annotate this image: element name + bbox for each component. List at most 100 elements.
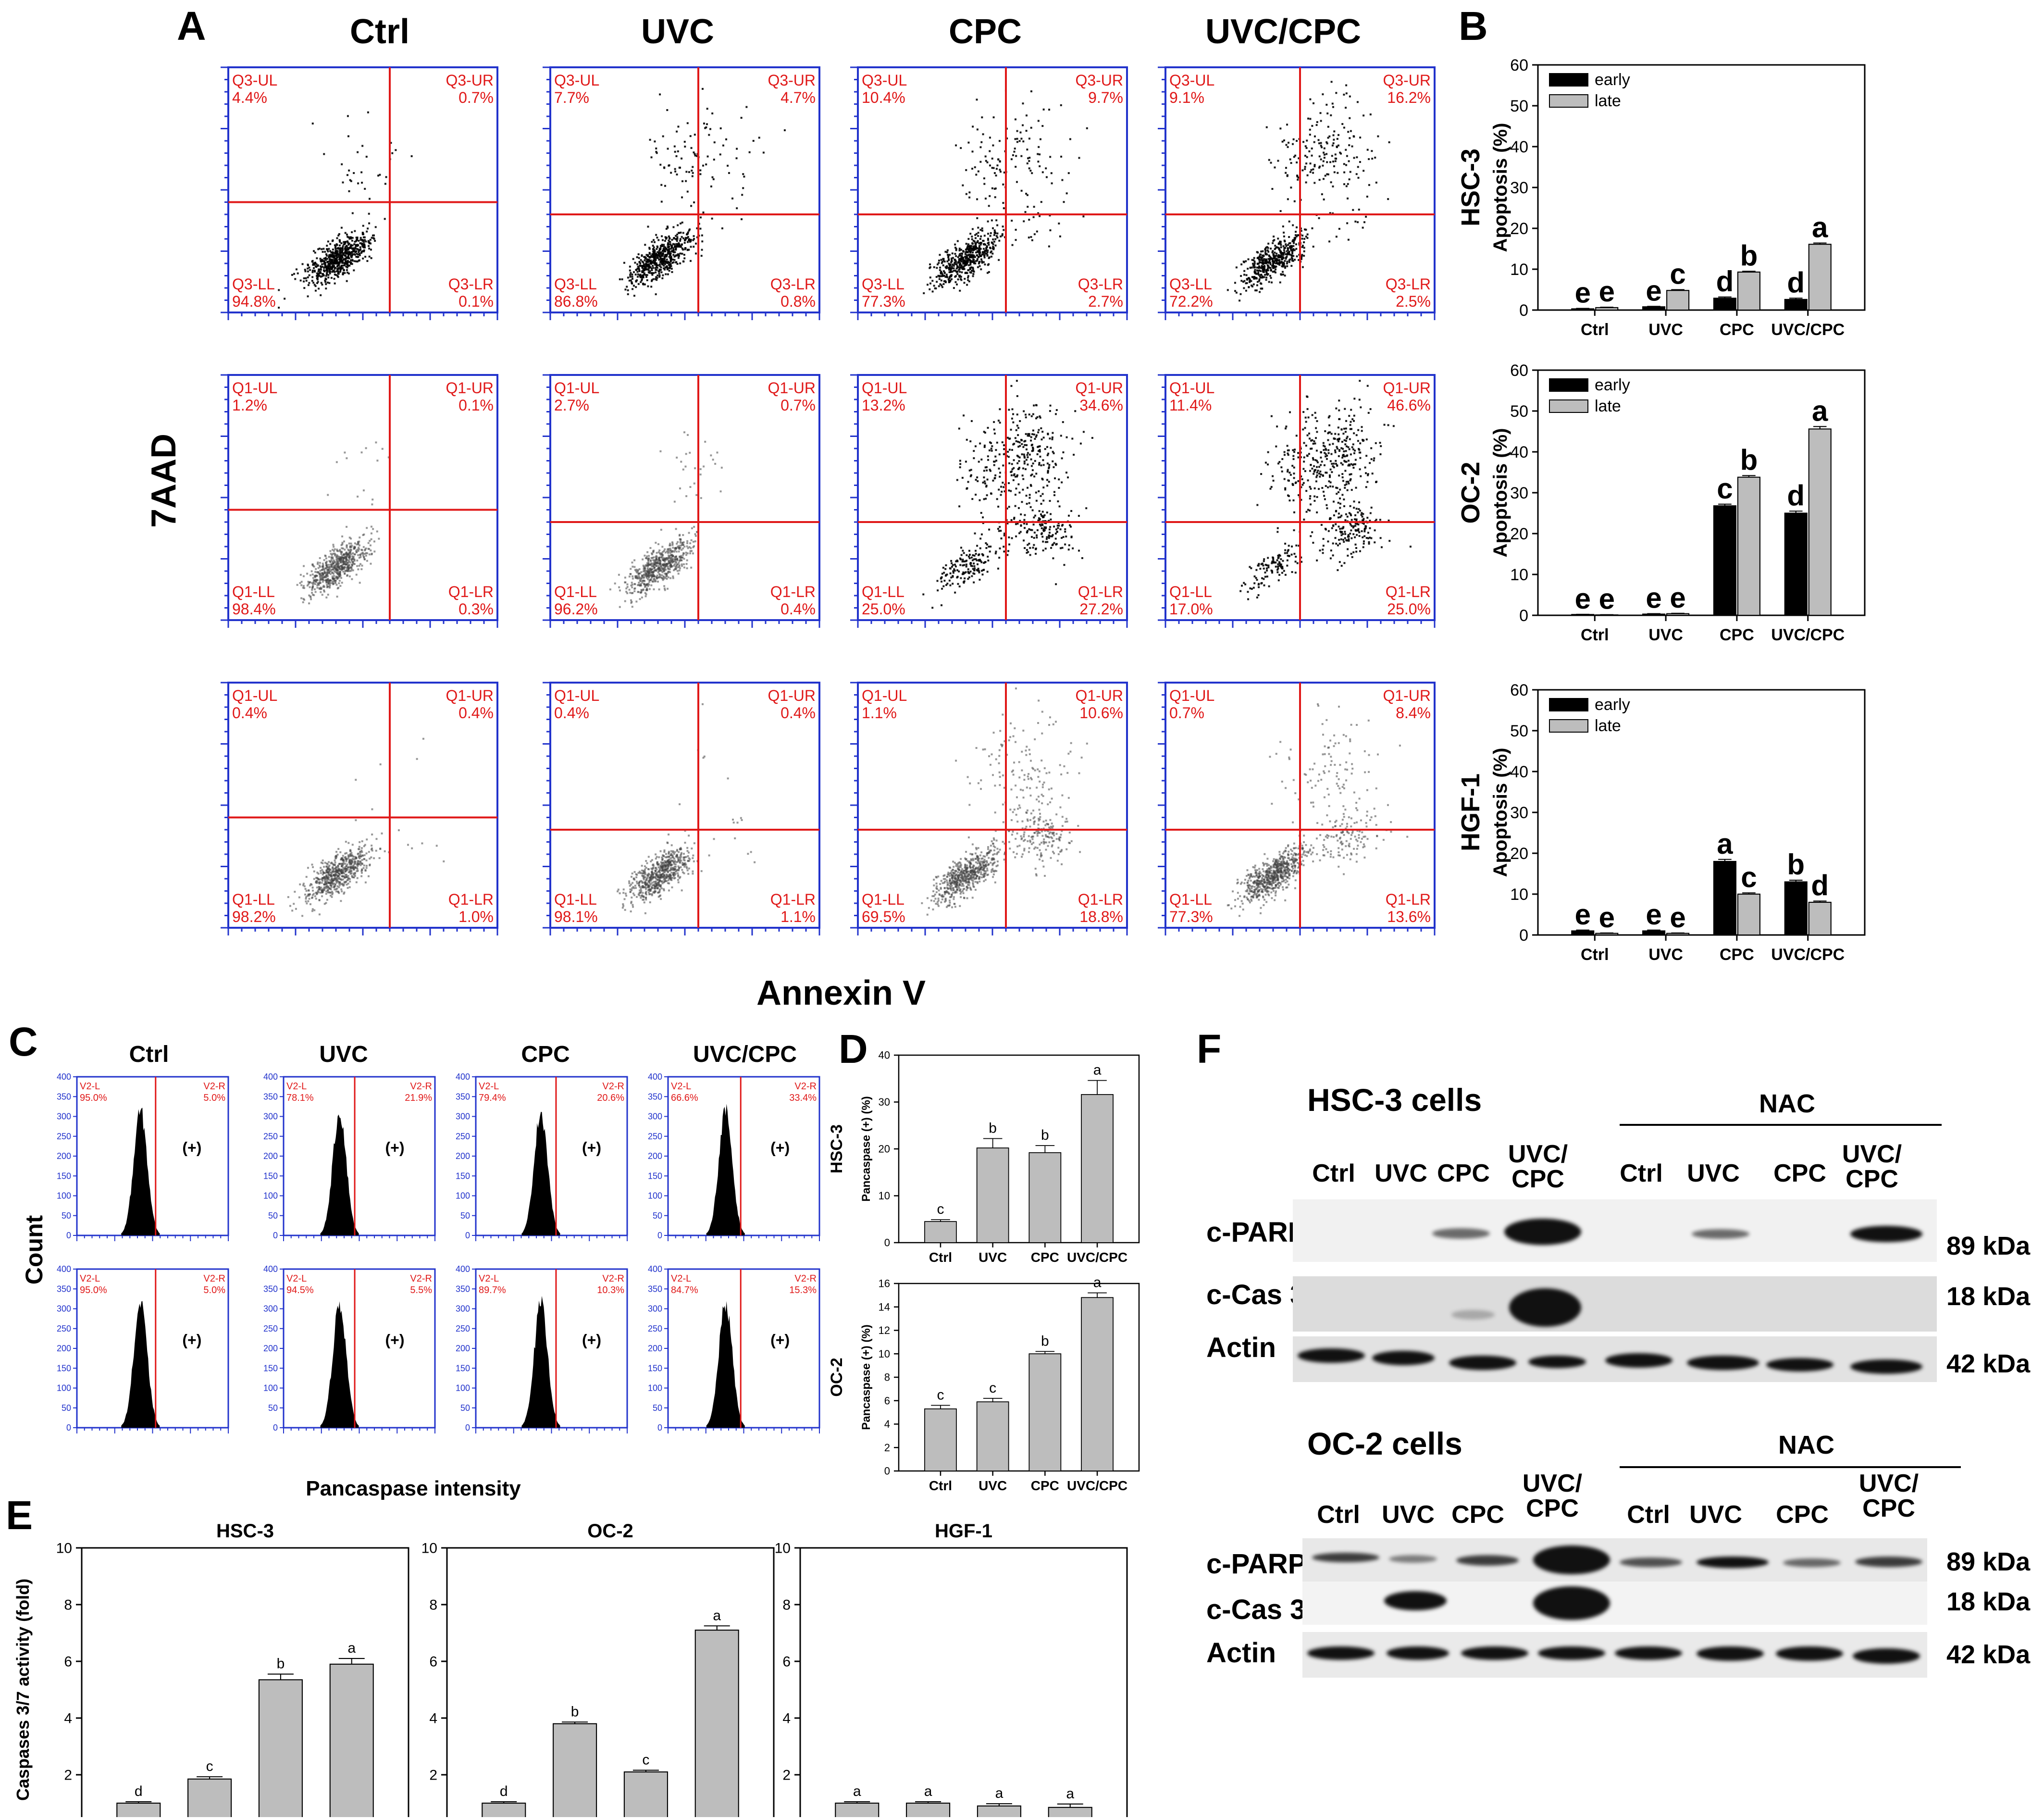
scatter-point	[987, 459, 990, 461]
scatter-point	[1010, 474, 1013, 476]
scatter-point	[683, 431, 686, 434]
scatter-point	[330, 566, 333, 568]
scatter-point	[644, 572, 646, 574]
scatter-point	[647, 265, 650, 268]
scatter-point	[648, 265, 651, 267]
scatter-point	[669, 243, 671, 246]
scatter-point	[325, 557, 327, 560]
scatter-point	[302, 575, 305, 577]
scatter-point	[1275, 255, 1277, 257]
scatter-point	[969, 267, 971, 269]
panel-letter-c: C	[9, 1019, 38, 1064]
scatter-point	[631, 582, 633, 584]
scatter-point	[310, 574, 312, 576]
quadrant-name: Q3-LR	[770, 275, 816, 293]
scatter-point	[651, 575, 654, 577]
scatter-point	[341, 547, 343, 549]
scatter-point	[635, 269, 638, 271]
scatter-point	[671, 238, 673, 241]
scatter-point	[1027, 551, 1029, 553]
scatter-point	[682, 541, 685, 544]
scatter-point	[1281, 252, 1283, 254]
scatter-point	[1030, 436, 1032, 438]
scatter-point	[1343, 183, 1346, 186]
scatter-point	[1286, 124, 1288, 126]
scatter-point	[646, 565, 648, 567]
scatter-point	[629, 592, 632, 594]
scatter-point	[318, 287, 320, 290]
scatter-point	[320, 266, 322, 269]
scatter-point	[311, 280, 313, 282]
scatter-point	[664, 561, 666, 563]
scatter-point	[337, 234, 340, 237]
scatter-point	[1322, 178, 1325, 180]
scatter-point	[631, 561, 633, 564]
scatter-point	[1024, 468, 1027, 471]
scatter-point	[1053, 542, 1055, 544]
scatter-point	[337, 550, 339, 552]
scatter-point	[338, 573, 340, 576]
scatter-point	[361, 549, 363, 551]
scatter-point	[988, 263, 990, 265]
scatter-point	[1365, 215, 1367, 218]
scatter-point	[1269, 267, 1272, 269]
scatter-point	[651, 262, 653, 264]
scatter-point	[341, 163, 343, 165]
scatter-point	[1290, 246, 1293, 249]
scatter-point	[329, 254, 331, 256]
scatter-point	[699, 169, 702, 172]
scatter-point	[981, 251, 984, 253]
scatter-point	[667, 558, 669, 561]
scatter-point	[1037, 153, 1039, 155]
scatter-point	[1323, 151, 1325, 154]
scatter-point	[1056, 524, 1059, 527]
scatter-point	[669, 549, 672, 551]
scatter-point	[662, 274, 664, 276]
scatter-point	[643, 274, 645, 276]
scatter-point	[1285, 245, 1288, 247]
scatter-point	[346, 559, 348, 561]
scatter-point	[675, 547, 677, 549]
scatter-point	[654, 579, 657, 581]
scatter-point	[748, 151, 751, 153]
scatter-point	[659, 574, 661, 576]
scatter-point	[331, 577, 334, 579]
scatter-point	[1010, 490, 1012, 492]
scatter-point	[988, 257, 990, 259]
scatter-point	[312, 250, 315, 252]
scatter-point	[649, 575, 652, 577]
scatter-point	[1041, 511, 1044, 513]
scatter-point	[664, 266, 667, 269]
scatter-point	[687, 239, 690, 241]
scatter-point	[323, 576, 325, 579]
scatter-point	[690, 566, 693, 569]
scatter-point	[1048, 528, 1051, 531]
scatter-point	[1261, 262, 1264, 265]
scatter-point	[985, 248, 988, 250]
scatter-point	[662, 252, 664, 254]
scatter-point	[1327, 439, 1329, 441]
scatter-point	[668, 571, 670, 573]
scatter-point	[1310, 169, 1313, 171]
scatter-point	[341, 542, 344, 544]
scatter-point	[1297, 176, 1300, 179]
quadrant-value: 2.7%	[554, 397, 589, 414]
scatter-point	[677, 232, 680, 234]
scatter-point	[1061, 481, 1063, 484]
scatter-point	[1035, 417, 1037, 420]
scatter-point	[1017, 468, 1020, 470]
scatter-point	[1288, 242, 1290, 245]
scatter-point	[1015, 228, 1017, 231]
scatter-point	[354, 240, 356, 243]
scatter-point	[305, 277, 307, 279]
scatter-point	[349, 262, 352, 265]
scatter-point	[647, 569, 649, 571]
scatter-point	[343, 566, 345, 569]
scatter-point	[1291, 258, 1294, 260]
scatter-point	[1008, 462, 1011, 464]
scatter-point	[640, 578, 642, 580]
scatter-point	[648, 247, 651, 249]
scatter-point	[648, 555, 650, 557]
scatter-point	[1243, 270, 1246, 272]
quadrant-value: 25.0%	[862, 600, 905, 618]
